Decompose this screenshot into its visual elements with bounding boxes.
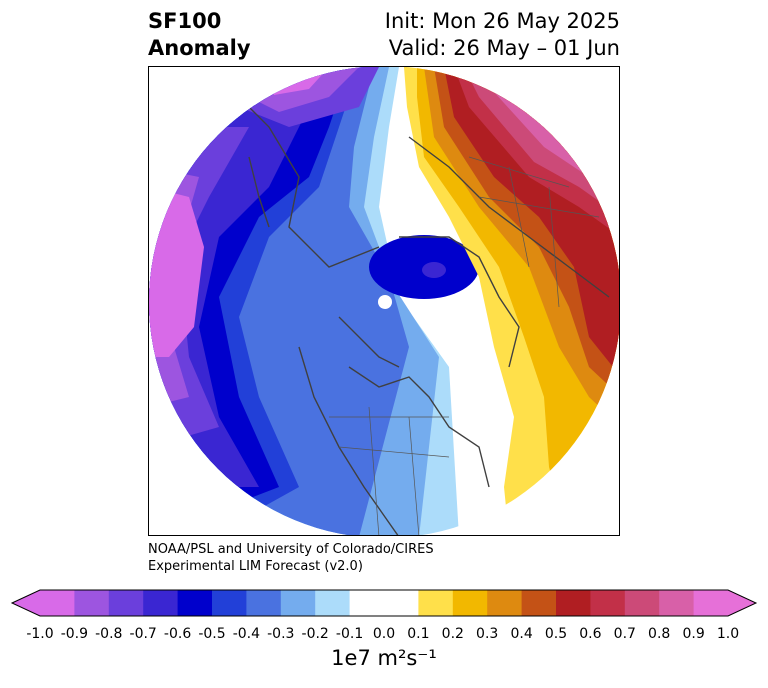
colorbar-cell — [590, 590, 626, 616]
title-anomaly: Anomaly — [148, 36, 251, 60]
borders — [329, 156, 600, 535]
colorbar-cell — [315, 590, 351, 616]
credit: NOAA/PSL and University of Colorado/CIRE… — [148, 541, 434, 575]
colorbar-cell — [108, 590, 144, 616]
colorbar-tick-label: -0.8 — [95, 626, 123, 642]
colorbar-tick-label: 0.9 — [682, 626, 705, 642]
title-right: Init: Mon 26 May 2025 Valid: 26 May – 01… — [385, 8, 620, 62]
colorbar-tick-label: -0.1 — [335, 626, 364, 642]
colorbar-tick-label: 0.0 — [372, 626, 396, 642]
colorbar-tick-label: -0.6 — [163, 626, 192, 642]
colorbar-tick-label: 0.4 — [510, 626, 533, 642]
map-svg — [149, 67, 619, 535]
colorbar-tick-label: 1.0 — [716, 626, 740, 642]
credit-line1: NOAA/PSL and University of Colorado/CIRE… — [148, 542, 434, 557]
colorbar-cell — [452, 590, 488, 616]
colorbar-tick-label: 0.6 — [579, 626, 602, 642]
colorbar-cell — [659, 590, 695, 616]
colorbar — [10, 589, 758, 617]
colorbar-cell — [177, 590, 213, 616]
title-variable: SF100 — [148, 9, 222, 33]
colorbar-cell — [349, 590, 385, 616]
colorbar-tick-label: 0.3 — [476, 626, 499, 642]
colorbar-tick-label: 0.7 — [613, 626, 636, 642]
colorbar-cell — [246, 590, 282, 616]
colorbar-cell — [556, 590, 591, 616]
colorbar-cell — [212, 590, 247, 616]
colorbar-tick-label: -0.4 — [232, 626, 261, 642]
colorbar-tick-label: -0.2 — [301, 626, 329, 642]
colorbar-cell — [487, 590, 523, 616]
colorbar-tick-label: 0.5 — [544, 626, 568, 642]
colorbar-cell — [418, 590, 454, 616]
colorbar-cell — [384, 590, 419, 616]
colorbar-outline — [10, 589, 758, 617]
colorbar-label: 1e7 m²s⁻¹ — [331, 646, 437, 670]
colorbar-cell — [693, 590, 729, 616]
init-date: Init: Mon 26 May 2025 — [384, 9, 620, 33]
credit-line2: Experimental LIM Forecast (v2.0) — [148, 559, 363, 574]
colorbar-tick-label: -0.3 — [267, 626, 295, 642]
colorbar-tick-label: 0.1 — [407, 626, 430, 642]
valid-range: Valid: 26 May – 01 Jun — [388, 36, 620, 60]
anomaly-field — [149, 67, 619, 535]
colorbar-tick-label: -1.0 — [26, 626, 54, 642]
colorbar-cell — [143, 590, 179, 616]
colorbar-tick-label: 0.2 — [441, 626, 464, 642]
polar-map — [148, 66, 620, 536]
colorbar-tick-label: -0.7 — [129, 626, 157, 642]
colorbar-cell — [74, 590, 110, 616]
colorbar-cells — [10, 589, 758, 617]
colorbar-tick-label: 0.8 — [648, 626, 671, 642]
colorbar-cell — [624, 590, 660, 616]
title-left: SF100 Anomaly — [148, 8, 251, 62]
colorbar-cell — [40, 590, 75, 616]
colorbar-cell — [521, 590, 557, 616]
colorbar-tick-label: -0.9 — [60, 626, 89, 642]
colorbar-extend-left — [12, 590, 40, 616]
colorbar-tick-label: -0.5 — [198, 626, 226, 642]
colorbar-extend-right — [728, 590, 756, 616]
colorbar-cell — [280, 590, 316, 616]
